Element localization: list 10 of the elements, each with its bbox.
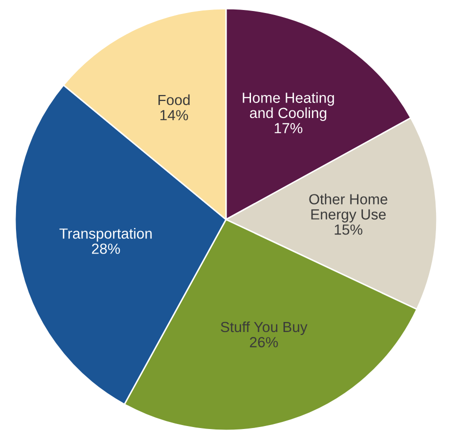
slice-label: Home Heating and Cooling	[242, 92, 334, 122]
slice-label: Other Home Energy Use	[309, 194, 388, 222]
data-label: 28%	[92, 244, 120, 254]
data-label: 26%	[250, 337, 278, 348]
data-label: 17%	[274, 123, 302, 134]
data-label: 14%	[160, 110, 188, 120]
slice-label: Transportation	[59, 228, 152, 242]
slice-label: Stuff You Buy	[220, 321, 308, 336]
data-label: 15%	[334, 224, 362, 235]
slice-label: Food	[158, 94, 190, 106]
